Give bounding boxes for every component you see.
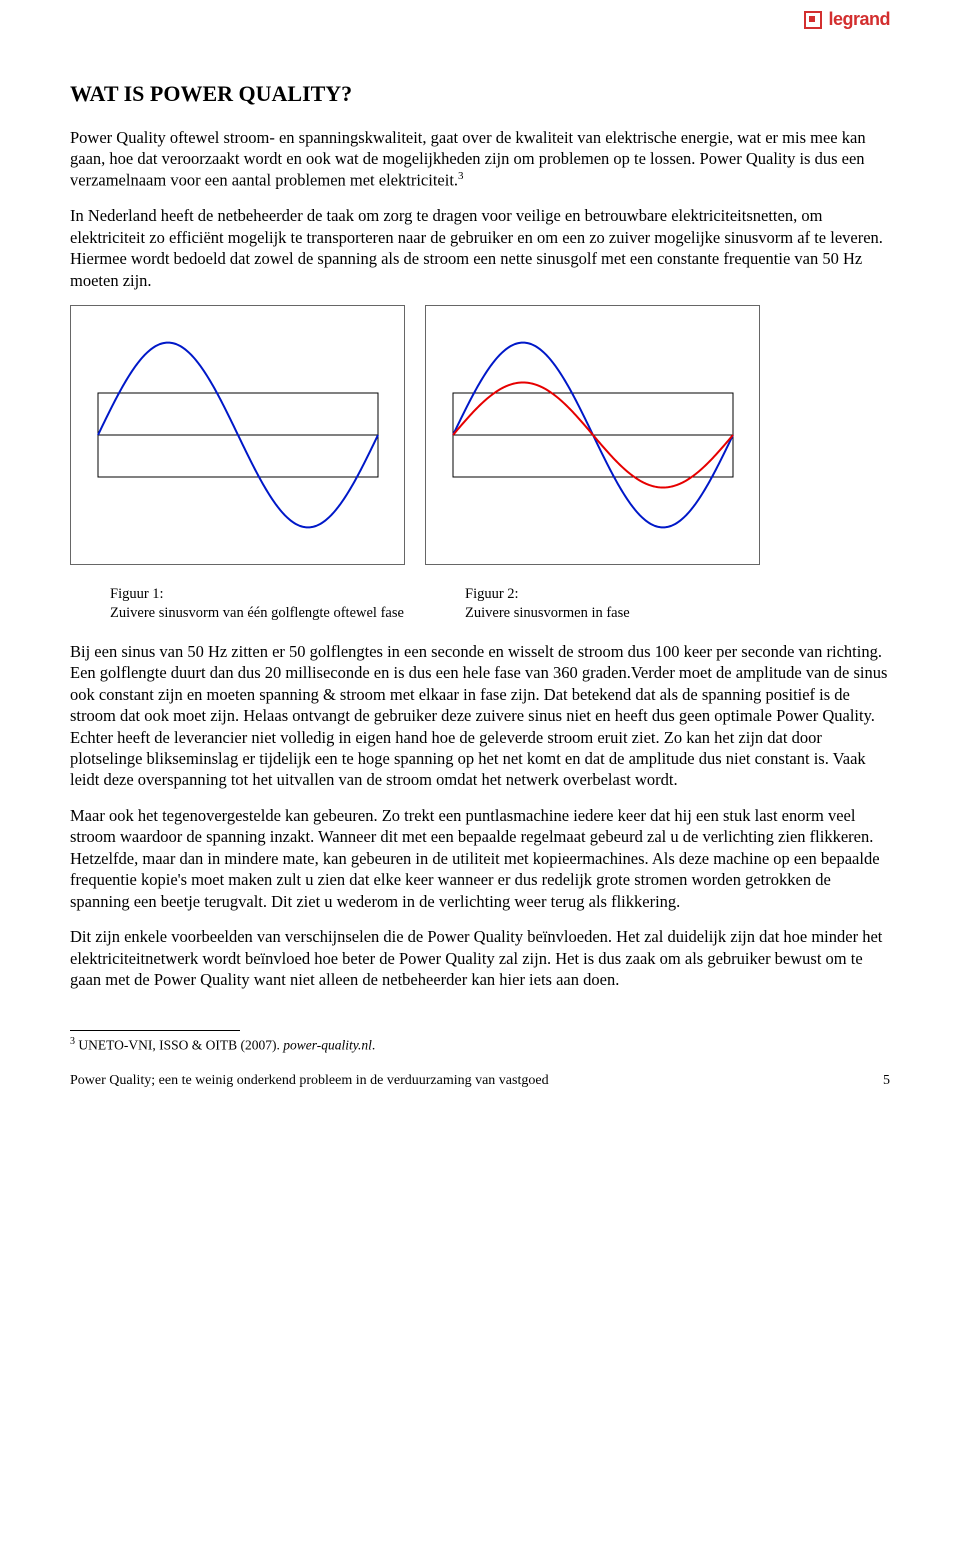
footnote-ref-3: 3	[458, 170, 464, 182]
footnote-text-end: .	[372, 1038, 375, 1053]
caption-2: Figuur 2: Zuivere sinusvormen in fase	[465, 585, 800, 623]
page-heading: WAT IS POWER QUALITY?	[70, 80, 890, 109]
caption-1-label: Figuur 1:	[110, 585, 445, 604]
figures-row	[70, 305, 890, 565]
paragraph-2: In Nederland heeft de netbeheerder de ta…	[70, 205, 890, 291]
logo-icon	[804, 11, 822, 29]
sine-chart-1	[78, 325, 398, 545]
brand-logo: legrand	[804, 8, 890, 31]
footnote-text-italic: power-quality.nl	[283, 1038, 372, 1053]
paragraph-3: Bij een sinus van 50 Hz zitten er 50 gol…	[70, 641, 890, 791]
footer-left: Power Quality; een te weinig onderkend p…	[70, 1072, 549, 1090]
page-footer: Power Quality; een te weinig onderkend p…	[70, 1072, 890, 1090]
paragraph-1-text: Power Quality oftewel stroom- en spannin…	[70, 128, 866, 190]
caption-2-label: Figuur 2:	[465, 585, 800, 604]
caption-1-text: Zuivere sinusvorm van één golflengte oft…	[110, 604, 445, 623]
caption-2-text: Zuivere sinusvormen in fase	[465, 604, 800, 623]
logo-text: legrand	[828, 8, 890, 31]
paragraph-1: Power Quality oftewel stroom- en spannin…	[70, 127, 890, 192]
caption-1: Figuur 1: Zuivere sinusvorm van één golf…	[110, 585, 445, 623]
sine-chart-2	[433, 325, 753, 545]
footnote-3: 3 UNETO-VNI, ISSO & OITB (2007). power-q…	[70, 1035, 890, 1054]
footnote-rule	[70, 1030, 240, 1031]
paragraph-5: Dit zijn enkele voorbeelden van verschij…	[70, 926, 890, 990]
figure-1	[70, 305, 405, 565]
footnote-text-plain: UNETO-VNI, ISSO & OITB (2007).	[75, 1038, 283, 1053]
footer-page-number: 5	[883, 1072, 890, 1090]
paragraph-4: Maar ook het tegenovergestelde kan gebeu…	[70, 805, 890, 912]
figure-2	[425, 305, 760, 565]
captions-row: Figuur 1: Zuivere sinusvorm van één golf…	[110, 585, 890, 623]
